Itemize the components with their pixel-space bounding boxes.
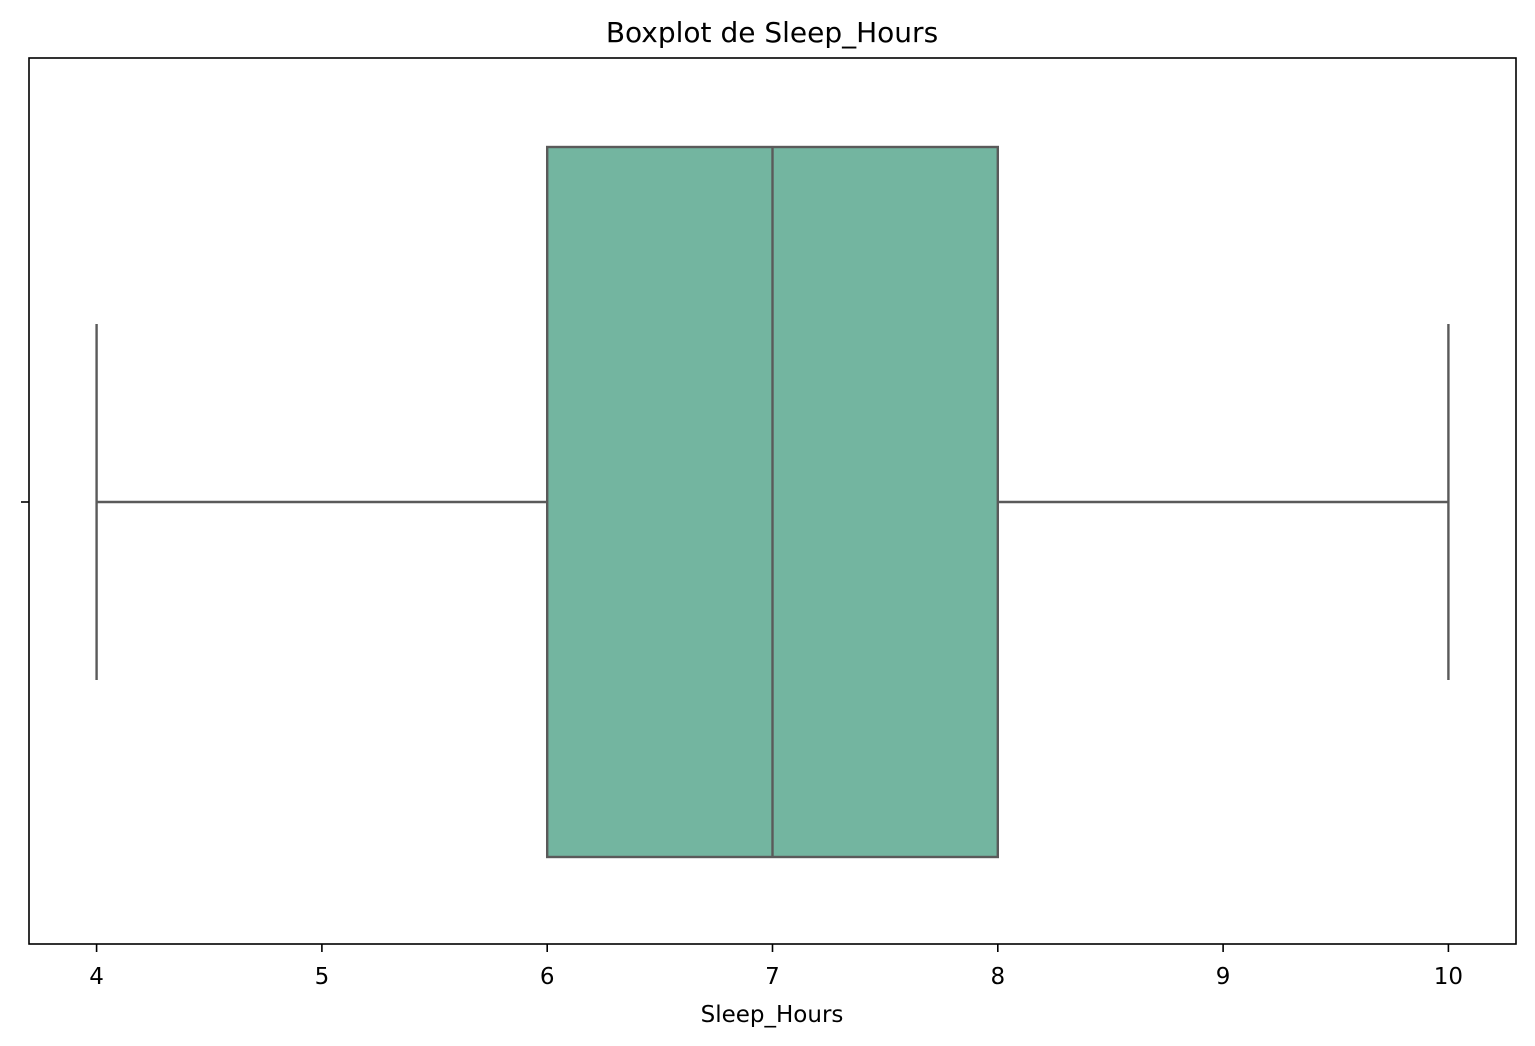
x-tick-label: 7 [765,964,780,990]
x-tick-label: 8 [990,964,1005,990]
x-tick-label: 9 [1216,964,1231,990]
x-tick-label: 4 [89,964,104,990]
x-tick-label: 5 [315,964,330,990]
chart-title: Boxplot de Sleep_Hours [606,16,938,49]
x-axis-label: Sleep_Hours [701,1002,844,1028]
x-tick-label: 6 [540,964,555,990]
boxplot-marks [95,145,1450,859]
x-axis-ticks: 4 5 6 7 8 9 10 [89,944,1463,990]
x-tick-label: 10 [1434,964,1463,990]
